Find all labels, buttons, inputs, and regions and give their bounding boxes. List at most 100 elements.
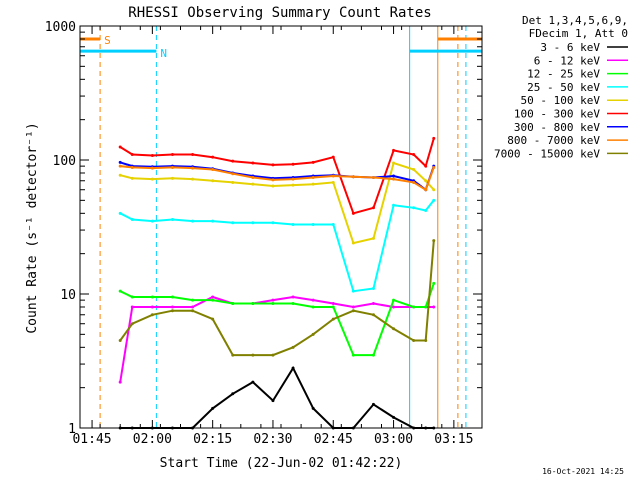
series-line-2 (119, 295, 434, 383)
series-line-5 (119, 161, 435, 245)
data-point (118, 289, 122, 293)
data-point (170, 309, 174, 313)
data-point (392, 174, 396, 178)
data-point (231, 353, 235, 357)
data-point (392, 298, 396, 302)
data-point (291, 183, 295, 187)
data-point (211, 219, 215, 223)
data-point (392, 161, 396, 165)
data-point (311, 406, 315, 410)
data-point (231, 392, 235, 396)
axis-ticks: 01:45 02:00 02:15 02:30 02:45 03:00 03:15 1 10 10… (45, 20, 483, 447)
data-point (271, 399, 275, 403)
data-point (170, 295, 174, 299)
data-point (291, 345, 295, 349)
data-point (130, 295, 134, 299)
data-point (351, 241, 355, 245)
data-point (211, 179, 215, 183)
legend-header-line-1: Det 1,3,4,5,6,9, (522, 14, 628, 27)
data-point (392, 327, 396, 331)
chart-title: RHESSI Observing Summary Count Rates (128, 5, 431, 21)
x-axis-label: Start Time (22-Jun-02 01:42:22) (160, 456, 403, 471)
data-point (331, 174, 335, 178)
data-point (130, 305, 134, 309)
data-point (130, 322, 134, 326)
legend: Det 1,3,4,5,6,9, FDecim 1, Att 0 3 - 6 k… (494, 14, 628, 160)
data-point (150, 166, 154, 170)
data-point (311, 160, 315, 164)
data-point (170, 165, 174, 169)
data-point (424, 208, 428, 212)
data-point (351, 175, 355, 179)
data-point (211, 298, 215, 302)
data-point (311, 176, 315, 180)
data-point (231, 159, 235, 163)
data-point (392, 177, 396, 181)
data-point (291, 177, 295, 181)
x-tick-label: 02:30 (253, 432, 292, 447)
data-point (251, 380, 255, 384)
data-point (211, 295, 215, 299)
data-point (271, 301, 275, 305)
data-point (311, 332, 315, 336)
data-point (311, 298, 315, 302)
legend-entry-label: 12 - 25 keV (527, 68, 600, 81)
data-point (412, 338, 416, 342)
data-point (331, 301, 335, 305)
data-point (271, 298, 275, 302)
data-point (412, 206, 416, 210)
data-point (351, 309, 355, 313)
data-point (211, 167, 215, 171)
data-point (432, 239, 436, 243)
x-tick-label: 02:45 (314, 432, 353, 447)
data-point (118, 338, 122, 342)
data-point (191, 177, 195, 181)
data-point (150, 177, 154, 181)
data-point (191, 219, 195, 223)
y-tick-label: 1000 (45, 20, 76, 35)
data-point (331, 305, 335, 309)
data-point (231, 180, 235, 184)
data-point (150, 219, 154, 223)
data-point (211, 406, 215, 410)
y-tick-label: 100 (53, 154, 76, 169)
data-point (371, 286, 375, 290)
data-point (412, 305, 416, 309)
data-point (271, 163, 275, 167)
data-point (371, 402, 375, 406)
data-point (392, 415, 396, 419)
y-axis-label: Count Rate (s⁻¹ detector⁻¹) (25, 122, 40, 333)
data-point (331, 223, 335, 227)
data-point (170, 176, 174, 180)
data-point (432, 165, 436, 169)
data-point (150, 305, 154, 309)
data-point (371, 206, 375, 210)
data-point (271, 353, 275, 357)
data-point (432, 188, 436, 192)
legend-entry-label: 6 - 12 keV (534, 54, 601, 67)
series-line-3 (119, 283, 435, 357)
timestamp: 16-Oct-2021 14:25 (542, 467, 624, 476)
data-point (231, 301, 235, 305)
data-point (118, 164, 122, 168)
data-point (371, 176, 375, 180)
data-point (432, 305, 436, 309)
data-point (231, 172, 235, 176)
legend-entry-label: 50 - 100 keV (521, 94, 601, 107)
data-point (331, 317, 335, 321)
data-point (291, 223, 295, 227)
data-point (271, 221, 275, 225)
series-line-8 (120, 165, 435, 192)
data-point (351, 211, 355, 215)
data-point (392, 148, 396, 152)
data-point (118, 160, 122, 164)
data-point (424, 179, 428, 183)
data-point (371, 301, 375, 305)
data-point (170, 152, 174, 156)
legend-entry-label: 7000 - 15000 keV (494, 147, 600, 160)
data-point (170, 217, 174, 221)
data-point (118, 211, 122, 215)
data-point (130, 217, 134, 221)
data-point (170, 305, 174, 309)
data-point (412, 180, 416, 184)
